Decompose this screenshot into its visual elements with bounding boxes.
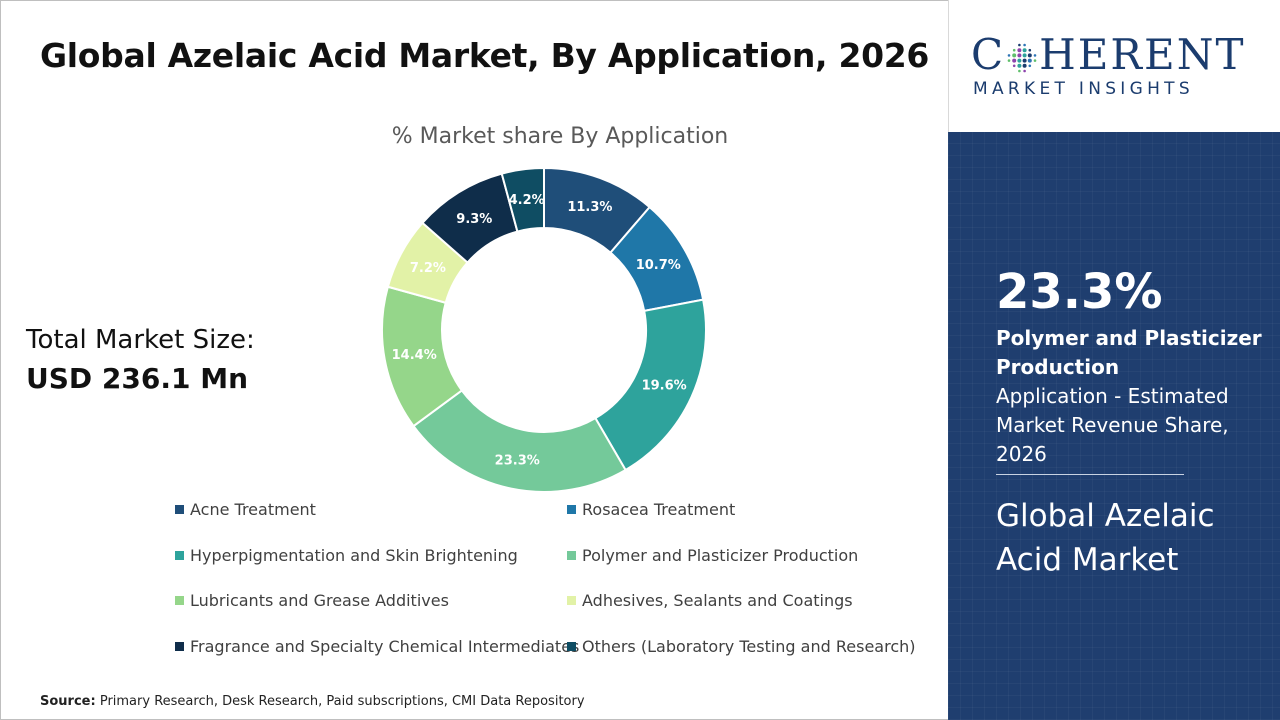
logo-letter-c: C (971, 30, 1006, 79)
highlight-description: Application - Estimated Market Revenue S… (996, 384, 1229, 466)
logo-tagline: MARKET INSIGHTS (973, 79, 1194, 99)
page-title: Global Azelaic Acid Market, By Applicati… (40, 36, 930, 75)
legend-item: Polymer and Plasticizer Production (567, 546, 858, 565)
legend-item: Hyperpigmentation and Skin Brightening (175, 546, 518, 565)
legend-label: Adhesives, Sealants and Coatings (582, 591, 853, 610)
slice-label: 4.2% (509, 193, 545, 208)
slice-label: 23.3% (495, 453, 540, 468)
slice-label: 9.3% (456, 212, 492, 227)
panel-divider (996, 474, 1184, 475)
highlight-percent: 23.3% (996, 264, 1163, 320)
source-note: Source: Primary Research, Desk Research,… (40, 694, 585, 709)
logo-letters-rest: HERENT (1039, 30, 1246, 79)
logo-wordmark: C HERENT (971, 30, 1245, 79)
legend-swatch (175, 505, 184, 514)
legend-swatch (567, 596, 576, 605)
highlight-market: Global Azelaic Acid Market (996, 498, 1215, 578)
donut-chart: 11.3% 10.7% 19.6% 23.3% 14.4% 7.2% 9.3% 4.2% (381, 166, 707, 493)
legend-label: Hyperpigmentation and Skin Brightening (190, 545, 518, 565)
legend-label: Others (Laboratory Testing and Research) (582, 636, 916, 656)
legend-item: Fragrance and Specialty Chemical Interme… (175, 637, 579, 656)
highlight-panel: 23.3% Polymer and Plasticizer Production… (948, 132, 1280, 720)
donut-slice (412, 389, 627, 493)
slice-label: 19.6% (642, 379, 687, 394)
legend-item: Others (Laboratory Testing and Research) (567, 637, 916, 656)
legend-item: Adhesives, Sealants and Coatings (567, 591, 853, 610)
legend-swatch (567, 550, 576, 560)
legend-swatch (175, 596, 184, 605)
source-label: Source: (40, 694, 96, 709)
legend-swatch (567, 641, 576, 651)
legend-item: Rosacea Treatment (567, 500, 735, 519)
chart-title: % Market share By Application (391, 124, 729, 149)
legend-swatch (567, 505, 576, 514)
legend-swatch (175, 550, 184, 560)
sidebar: C HERENT MARKET INSIGHTS 23.3% Polymer a… (948, 0, 1280, 720)
legend-item: Acne Treatment (175, 500, 316, 519)
logo-area: C HERENT MARKET INSIGHTS (948, 0, 1280, 132)
source-text: Primary Research, Desk Research, Paid su… (99, 694, 585, 709)
slice-label: 14.4% (392, 348, 437, 363)
logo-globe-icon (1007, 43, 1037, 73)
slice-label: 7.2% (410, 261, 446, 276)
market-size-value: USD 236.1 Mn (26, 362, 249, 395)
highlight-segment: Polymer and Plasticizer Production (996, 326, 1262, 379)
legend-label: Fragrance and Specialty Chemical Interme… (190, 636, 580, 656)
legend-label: Lubricants and Grease Additives (190, 591, 449, 610)
slice-label: 11.3% (567, 200, 612, 215)
market-size-label: Total Market Size: (26, 325, 255, 355)
slice-label: 10.7% (636, 258, 681, 273)
legend-item: Lubricants and Grease Additives (175, 591, 449, 610)
donut-slice (500, 166, 545, 233)
legend-swatch (175, 641, 184, 651)
legend-label: Polymer and Plasticizer Production (582, 545, 859, 565)
legend-label: Rosacea Treatment (582, 500, 736, 519)
legend-label: Acne Treatment (190, 500, 316, 519)
